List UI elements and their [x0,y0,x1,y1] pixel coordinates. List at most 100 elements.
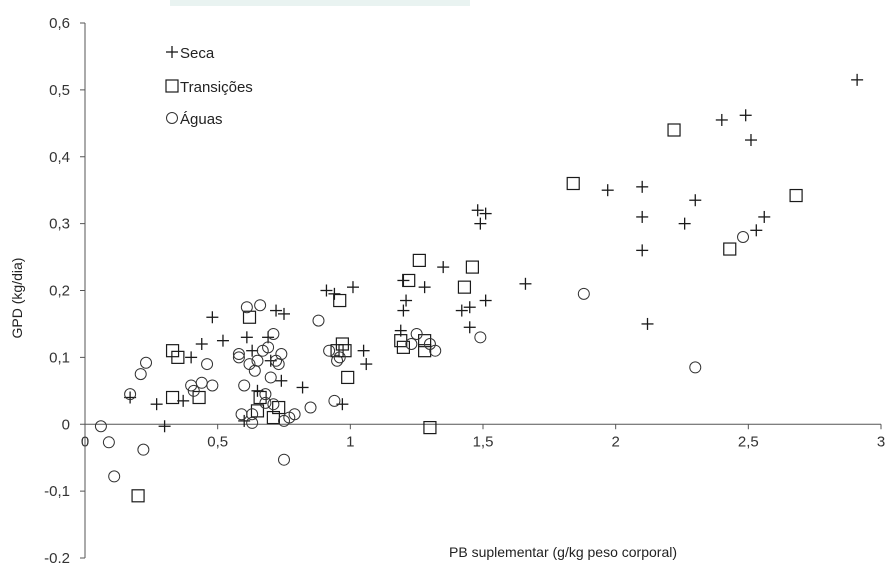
data-point [137,443,150,456]
data-point [519,277,532,290]
data-point [102,436,115,449]
data-point [206,311,219,324]
data-point [474,217,487,230]
data-point [341,370,355,385]
data-point [262,341,275,354]
data-point [328,287,341,300]
x-tick-label: 2,5 [738,433,759,450]
data-point [457,280,472,294]
data-point [410,327,423,340]
data-point [789,188,803,203]
y-tick-label: -0,1 [44,483,70,500]
data-point [423,420,437,435]
data-point [418,281,431,294]
y-tick-label: 0,1 [49,349,70,366]
data-point [750,224,763,237]
y-tick-label: 0,4 [49,149,70,166]
legend-square-icon [165,79,179,93]
data-point [636,244,649,257]
data-point [423,338,436,350]
y-tick-label: 0,3 [49,216,70,233]
series-square [131,123,803,503]
data-point [238,379,251,392]
data-point [216,334,229,347]
y-axis-title: GPD (kg/dia) [9,258,25,339]
data-point [739,109,752,122]
data-point [601,184,614,197]
data-point [235,408,248,421]
data-point [108,470,121,483]
data-point [272,358,285,371]
data-point [723,242,737,256]
data-point [471,204,484,217]
legend-plus-icon [166,46,178,58]
legend-circle-icon [166,112,178,124]
data-point [278,453,290,466]
data-point [140,356,153,369]
series-plus [124,73,864,433]
data-point [267,327,280,340]
data-point [455,304,468,317]
data-point [479,294,492,307]
data-point [195,338,208,350]
data-point [429,344,442,357]
data-point [678,217,691,230]
data-point [357,344,370,357]
data-point [259,396,272,409]
data-point [187,384,200,397]
data-point [323,344,336,357]
data-point [577,287,590,300]
data-point [330,344,344,358]
data-point [667,123,681,137]
data-point [758,210,771,223]
data-point [335,337,349,351]
data-point [463,321,476,334]
data-point [304,401,317,414]
data-point [333,293,347,308]
x-axis-title: PB suplementar (g/kg peso corporal) [449,544,677,560]
data-point [246,344,259,357]
y-tick-label: -0,2 [44,550,70,563]
x-tick-label: 0 [81,433,89,450]
data-point [238,414,251,427]
data-point [201,358,214,371]
legend-label-seca: Seca [180,45,215,62]
y-tick-label: 0,6 [49,15,70,32]
data-point [331,354,344,367]
data-point [150,398,163,411]
data-point [195,376,208,389]
legend-item-aguas: Águas [166,111,223,128]
series-circle [94,231,750,483]
x-tick-label: 2 [611,433,619,450]
data-point [412,253,426,268]
y-tick-label: 0,2 [49,283,70,300]
data-point [636,180,649,193]
x-tick-label: 1 [346,433,354,450]
data-point [171,350,185,364]
data-point [463,301,476,314]
data-point [465,260,479,274]
data-point [641,317,654,330]
data-point [165,390,180,405]
legend-marker-plus-icon [166,46,178,58]
data-point [259,388,272,401]
data-point [479,207,492,220]
data-point [636,210,649,223]
data-point [206,379,219,392]
data-point [296,381,309,394]
data-point [278,307,290,320]
data-point [405,338,418,350]
data-point [240,331,253,344]
top-decorative-strip [170,0,470,6]
data-point [402,273,416,288]
data-point [360,358,373,371]
data-point [242,310,257,324]
data-point [275,374,288,387]
data-marks [94,73,864,503]
data-point [397,304,410,317]
legend-marker-circle-icon [166,112,178,124]
data-point [715,113,728,126]
legend-item-seca: Seca [166,45,215,62]
data-point [94,420,107,433]
